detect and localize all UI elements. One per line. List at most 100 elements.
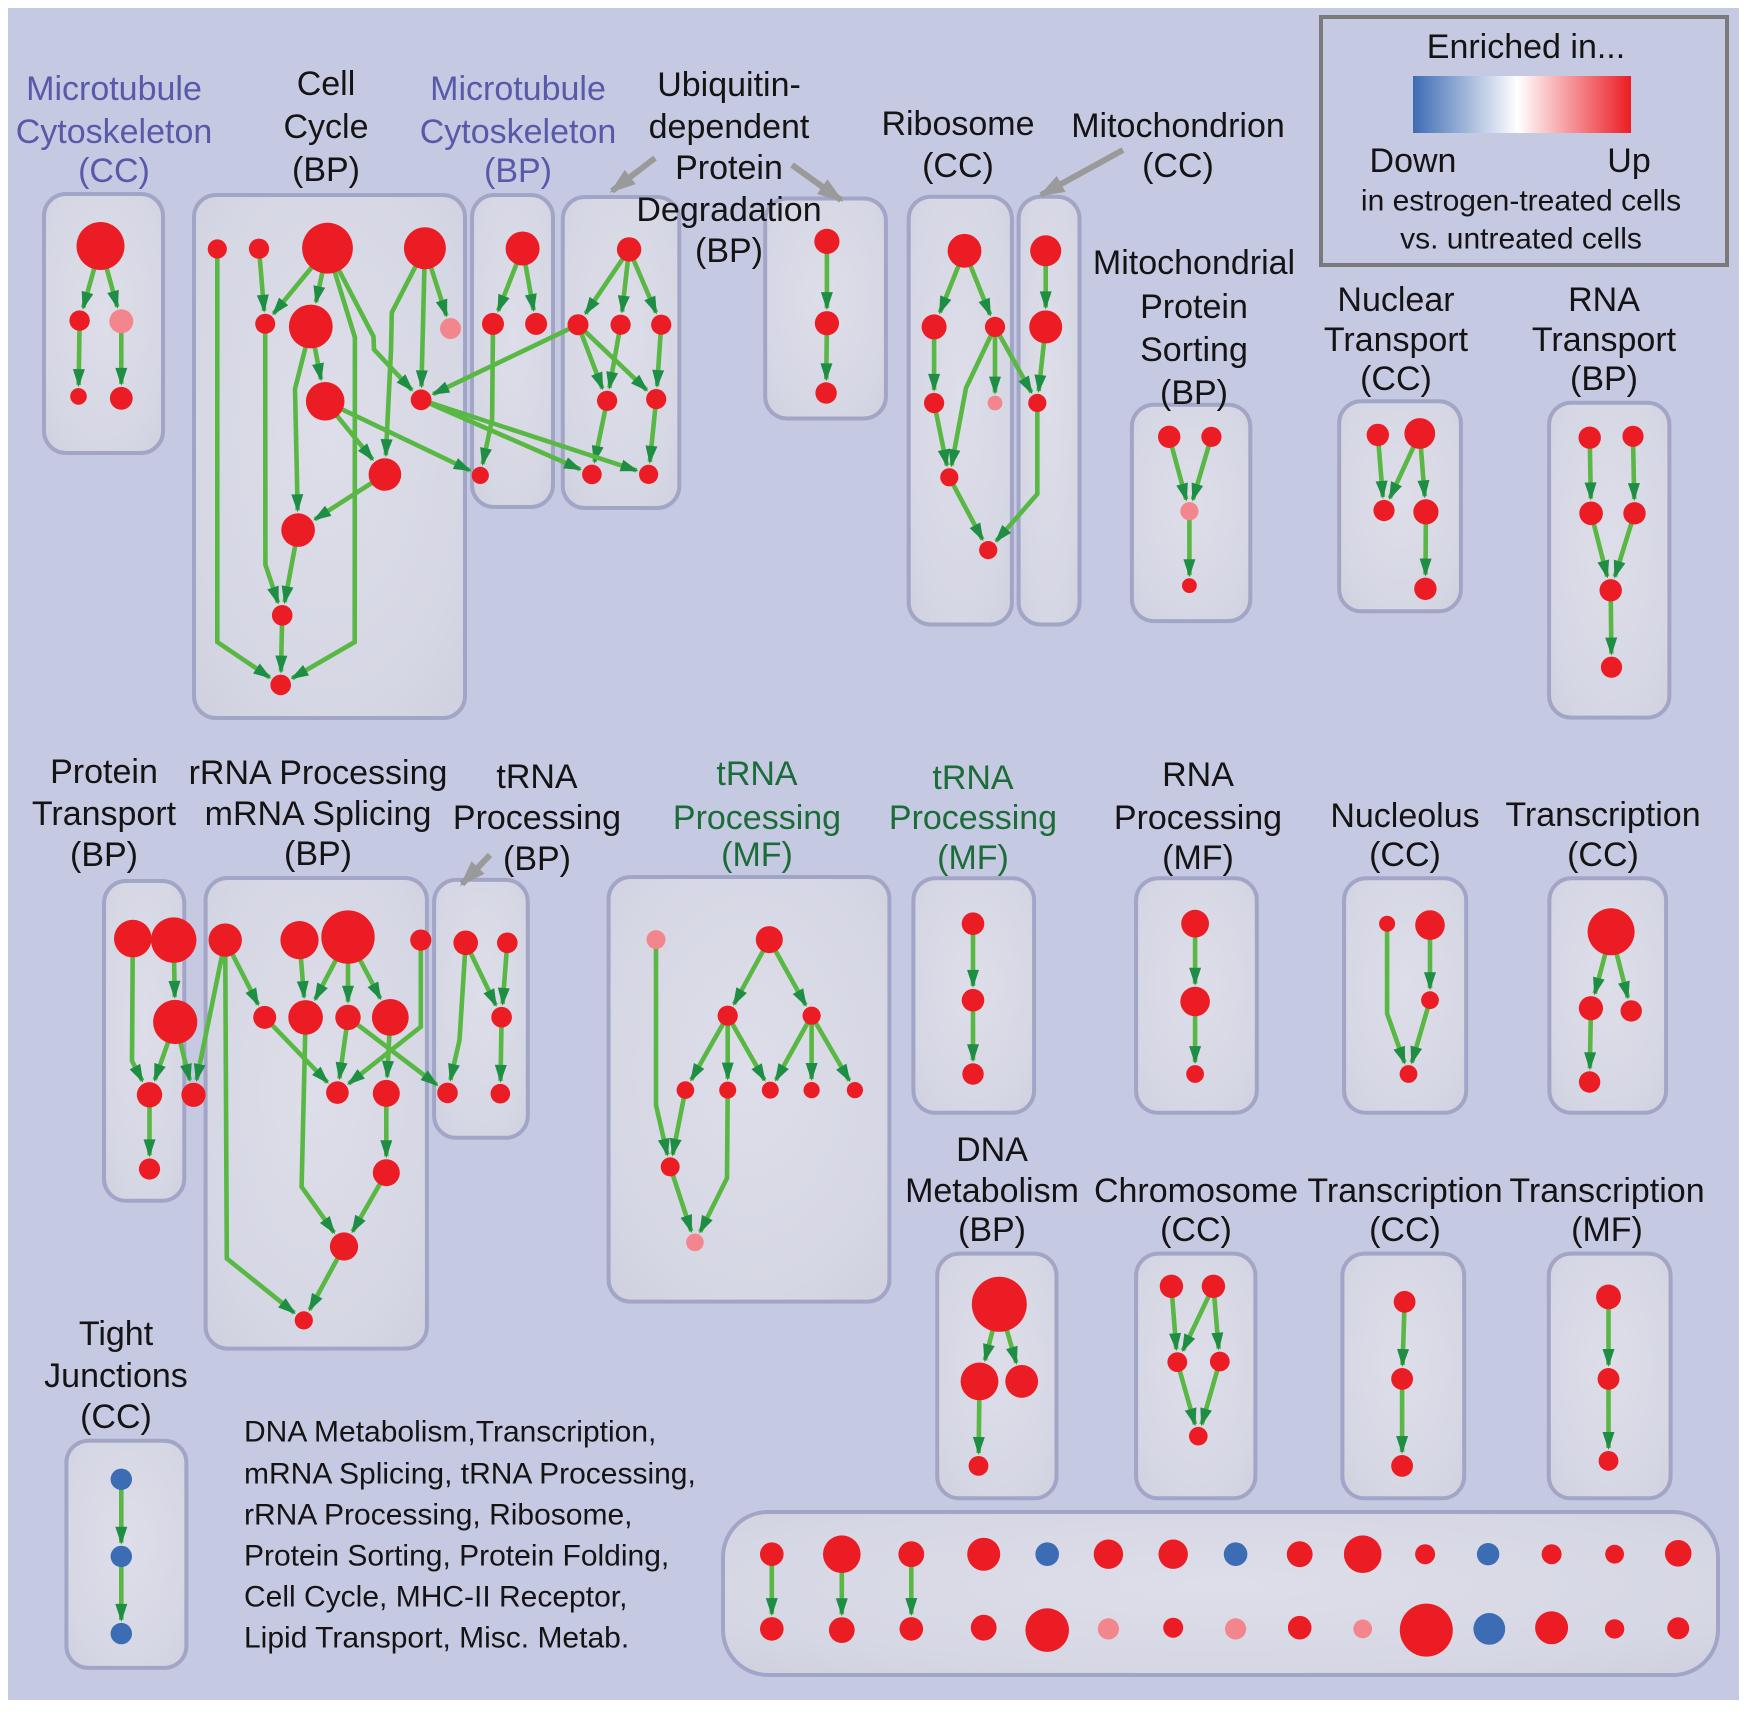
- node-mtcc-c: [109, 309, 134, 334]
- group-mtcc-label-line: Cytoskeleton: [16, 113, 213, 151]
- edge-trnamf1-mr-r5: [809, 1014, 852, 1083]
- node-trnamf1-r1: [676, 1081, 695, 1099]
- node-summary-b7: [1163, 1617, 1184, 1638]
- edge-trnamf1-ml-r3: [725, 1014, 767, 1082]
- node-ub1-br: [639, 464, 659, 484]
- floating-ubiquitin-label-line: Ubiquitin-: [657, 66, 801, 104]
- edge-ub1-ml-ll: [575, 323, 605, 391]
- node-mps-b: [1182, 578, 1197, 593]
- node-trnamf1-mr: [802, 1006, 821, 1025]
- node-mps-pk: [1180, 502, 1199, 521]
- group-trnamf2-label: tRNA Processing (MF): [889, 759, 1057, 877]
- group-mito-label-line: (CC): [1142, 147, 1214, 185]
- node-cc-hub: [410, 389, 432, 411]
- node-mito-m: [1029, 310, 1063, 344]
- node-dnam-b: [968, 1456, 989, 1476]
- label-arrow-ubiquitin-right: [790, 162, 844, 203]
- edge-cc-n7-mtbp-bot: [324, 399, 472, 473]
- layer-nodes: [69, 222, 1692, 1657]
- node-summary-a9: [1286, 1541, 1313, 1568]
- node-rnamf-m: [1180, 986, 1210, 1017]
- node-dnam-ml: [960, 1362, 999, 1401]
- node-ub1-top: [616, 237, 642, 262]
- node-trcc2-ml: [1578, 996, 1603, 1021]
- group-box-nt: [1337, 399, 1463, 614]
- node-cc-n6: [288, 304, 333, 349]
- edge-rrna-n4-t1: [347, 940, 424, 1086]
- group-nt-label-line: Nuclear: [1337, 281, 1454, 319]
- group-pt-label-line: Protein: [50, 753, 158, 791]
- group-trnamf1-label-line: tRNA: [716, 755, 798, 793]
- node-mtcc-e: [109, 386, 133, 410]
- node-mtbp-bot: [471, 466, 489, 484]
- node-summary-a14: [1605, 1544, 1624, 1564]
- node-trmf-t: [1596, 1284, 1621, 1310]
- group-trcc3-label: Transcription (CC): [1307, 1172, 1502, 1249]
- node-rrna-p5: [329, 1232, 359, 1261]
- group-rt-label-line: RNA: [1568, 281, 1640, 319]
- group-tj-label-line: Junctions: [44, 1357, 188, 1395]
- group-trmf-label: Transcription (MF): [1509, 1172, 1704, 1249]
- node-cc-n9: [368, 458, 402, 491]
- group-dnam-label-line: (BP): [958, 1211, 1026, 1249]
- node-trcc2-mr: [1620, 1000, 1642, 1022]
- node-pt-lr: [181, 1082, 206, 1107]
- misc-text-line: rRNA Processing, Ribosome,: [244, 1499, 632, 1532]
- group-trcc2-label-line: Transcription: [1505, 796, 1700, 834]
- misc-text-line: Protein Sorting, Protein Folding,: [244, 1540, 669, 1573]
- node-summary-b5: [1025, 1608, 1069, 1652]
- legend-gradient-bar: [1413, 76, 1631, 133]
- edge-mtcc-b-d: [72, 320, 85, 388]
- node-trnamf1-pk: [646, 930, 666, 950]
- group-trnamf1-label-line: (MF): [721, 836, 793, 874]
- node-trmf-m: [1597, 1368, 1620, 1390]
- node-summary-a11: [1415, 1544, 1436, 1565]
- legend-line1: in estrogen-treated cells: [1361, 185, 1681, 218]
- node-nt-mr: [1413, 499, 1439, 525]
- edge-cc-hub-ub1-br: [420, 397, 639, 473]
- edge-ub1-mc-ll: [606, 324, 623, 390]
- node-ub1-mr: [651, 314, 672, 335]
- node-summary-a7: [1158, 1539, 1188, 1569]
- floating-ubiquitin-label-line: Degradation: [636, 191, 821, 229]
- node-ribo-lo: [940, 468, 959, 487]
- node-ub2-b: [815, 382, 837, 404]
- node-summary-a13: [1541, 1544, 1562, 1565]
- misc-text-line: Lipid Transport, Misc. Metab.: [244, 1622, 629, 1655]
- node-ub2-t: [814, 228, 840, 254]
- node-ub2-m: [814, 311, 840, 336]
- group-mtcc-label: Microtubule Cytoskeleton (CC): [16, 70, 213, 190]
- node-summary-b10: [1353, 1619, 1373, 1639]
- edge-ribo-ll-lo: [931, 402, 950, 468]
- edge-ub1-lr-br: [645, 398, 659, 464]
- node-ribo-ml: [921, 314, 947, 340]
- floating-ubiquitin-label: Ubiquitin-dependent Protein Degradation (BP…: [636, 66, 821, 270]
- node-mtcc-b: [69, 310, 90, 331]
- group-trcc3-label-line: Transcription: [1307, 1172, 1502, 1210]
- edge-rrna-s2-p5: [299, 1017, 336, 1235]
- node-rrna-q: [372, 1159, 400, 1187]
- group-mtbp-label-line: Cytoskeleton: [420, 113, 617, 151]
- group-rt-label-line: (BP): [1570, 360, 1638, 398]
- node-summary-a15: [1664, 1540, 1692, 1567]
- node-trcc3-t: [1393, 1290, 1416, 1313]
- edge-chrom-tr-ml: [1180, 1285, 1216, 1353]
- node-summary-b9: [1287, 1615, 1312, 1640]
- node-ub1-ml: [567, 314, 589, 336]
- group-trmf-label-line: Transcription: [1509, 1172, 1704, 1210]
- group-rt-label-line: Transport: [1532, 321, 1677, 359]
- misc-text-line: Cell Cycle, MHC-II Receptor,: [244, 1581, 627, 1614]
- node-ub1-bl: [582, 464, 602, 485]
- node-pt-tl: [114, 919, 152, 958]
- group-trcc2-label-line: (CC): [1567, 836, 1639, 874]
- node-tj-t: [110, 1468, 132, 1491]
- node-trmf-b: [1598, 1451, 1619, 1471]
- group-trcc2-label: Transcription (CC): [1505, 796, 1700, 874]
- group-ribo-label-line: (CC): [922, 147, 994, 185]
- node-rt-tl: [1578, 426, 1601, 449]
- floating-ubiquitin-label-line: dependent: [649, 108, 810, 146]
- node-rt-b: [1600, 656, 1623, 678]
- label-arrow-trna-bp: [459, 852, 493, 887]
- edge-nuc-m-b: [1409, 999, 1433, 1065]
